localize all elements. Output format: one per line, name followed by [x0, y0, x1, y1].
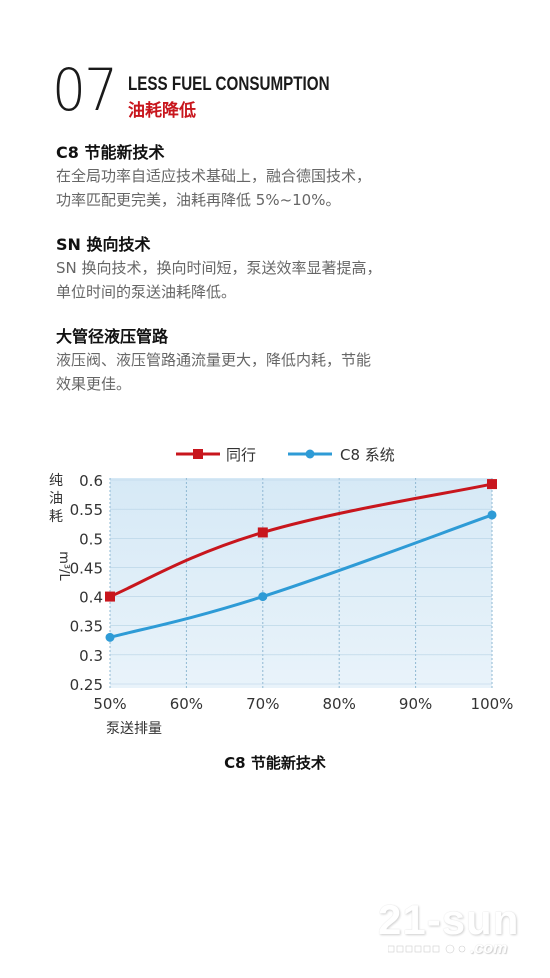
- feature-body-line: 效果更佳。: [56, 375, 132, 393]
- legend-label: C8 系统: [340, 446, 395, 464]
- feature-body: 在全局功率自适应技术基础上，融合德国技术， 功率匹配更完美，油耗再降低 5%~1…: [56, 164, 516, 212]
- feature-body-line: 液压阀、液压管路通流量更大，降低内耗，节能: [56, 351, 372, 369]
- data-point: [487, 510, 497, 520]
- data-point: [258, 592, 268, 602]
- y-tick-label: 0.35: [70, 618, 103, 636]
- x-tick-label: 90%: [399, 695, 432, 713]
- watermark-logo: 21-sun: [378, 896, 520, 943]
- data-point: [105, 591, 115, 602]
- data-point: [105, 632, 115, 642]
- feature-body-line: 在全局功率自适应技术基础上，融合德国技术，: [56, 167, 372, 185]
- legend-label: 同行: [226, 446, 256, 464]
- y-tick-label: 0.45: [70, 559, 103, 577]
- y-axis-label-char: 油: [49, 491, 63, 507]
- feature-body-line: 功率匹配更完美，油耗再降低 5%~10%。: [56, 191, 341, 209]
- feature-c8: C8 节能新技术 在全局功率自适应技术基础上，融合德国技术， 功率匹配更完美，油…: [56, 142, 516, 212]
- watermark-logo-sub: .com: [470, 940, 508, 957]
- y-tick-label: 0.25: [70, 676, 103, 694]
- feature-body-line: 单位时间的泵送油耗降低。: [56, 283, 237, 301]
- x-tick-label: 70%: [246, 695, 279, 713]
- y-tick-label: 0.4: [79, 589, 103, 607]
- x-axis-label: 泵送排量: [106, 721, 162, 737]
- feature-hydraulic: 大管径液压管路 液压阀、液压管路通流量更大，降低内耗，节能 效果更佳。: [56, 326, 516, 396]
- y-axis-label-char: 耗: [49, 509, 63, 525]
- x-tick-label: 60%: [170, 695, 203, 713]
- section-title-cn: 油耗降低: [128, 101, 196, 121]
- y-tick-label: 0.55: [70, 501, 103, 519]
- feature-title: C8 节能新技术: [56, 143, 165, 162]
- x-tick-label: 80%: [323, 695, 356, 713]
- legend-marker: [193, 449, 203, 459]
- y-tick-label: 0.5: [79, 530, 103, 548]
- chart-title: C8 节能新技术: [224, 754, 326, 772]
- y-axis-unit: m³/L: [56, 551, 71, 581]
- section-title-en: LESS FUEL CONSUMPTION: [128, 74, 330, 95]
- legend-marker: [305, 449, 315, 459]
- series-line: [109, 513, 493, 639]
- y-axis-label-char: 纯: [49, 473, 63, 489]
- x-tick-label: 50%: [93, 695, 126, 713]
- feature-title: SN 换向技术: [56, 235, 151, 254]
- data-point: [257, 527, 268, 538]
- feature-sn: SN 换向技术 SN 换向技术，换向时间短，泵送效率显著提高， 单位时间的泵送油…: [56, 234, 516, 304]
- section-number: 07: [52, 56, 118, 124]
- feature-body: 液压阀、液压管路通流量更大，降低内耗，节能 效果更佳。: [56, 348, 516, 396]
- series-line: [109, 482, 493, 598]
- feature-body-line: SN 换向技术，换向时间短，泵送效率显著提高，: [56, 259, 382, 277]
- feature-title: 大管径液压管路: [56, 327, 169, 346]
- y-tick-label: 0.3: [79, 647, 103, 665]
- x-tick-label: 100%: [471, 695, 514, 713]
- fuel-consumption-chart: 同行 C8 系统 0.6 0.55 0.5 0.45 0.4 0.35 0.3 0.25 50%…: [49, 446, 514, 737]
- feature-body: SN 换向技术，换向时间短，泵送效率显著提高， 单位时间的泵送油耗降低。: [56, 256, 516, 304]
- watermark-decoration: [388, 944, 466, 954]
- y-tick-label: 0.6: [79, 472, 103, 490]
- data-point: [487, 479, 497, 490]
